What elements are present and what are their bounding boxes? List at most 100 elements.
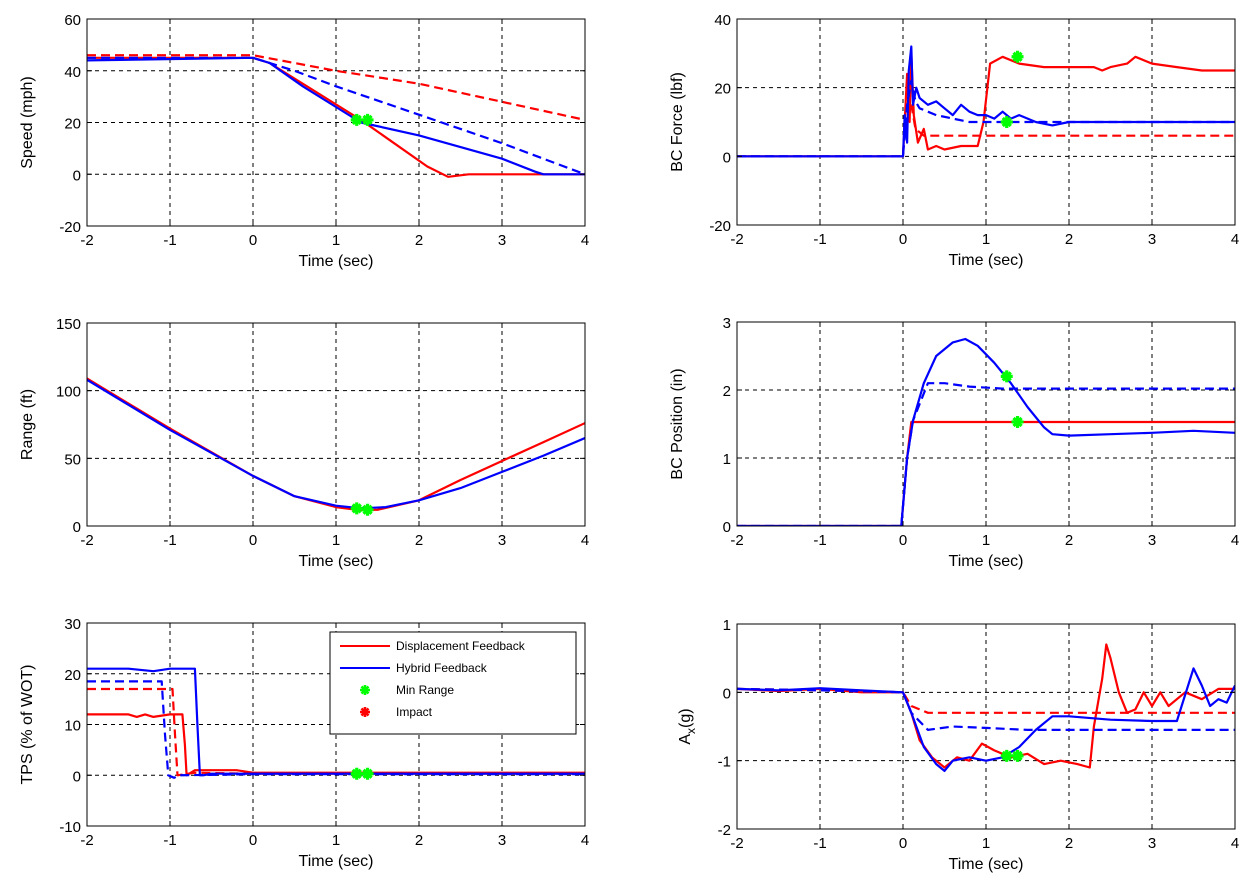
series-line-4	[737, 79, 1235, 158]
x-axis-label: Time (sec)	[949, 252, 1024, 269]
y-tick-label: -20	[709, 218, 731, 235]
min-range-marker	[361, 503, 374, 516]
x-axis-label: Time (sec)	[299, 253, 374, 270]
min-range-marker	[1011, 50, 1024, 63]
x-axis-label: Time (sec)	[299, 853, 374, 870]
x-tick-label: -1	[813, 835, 826, 852]
y-tick-label: 10	[64, 718, 81, 735]
y-axis-label: BC Force (lbf)	[669, 72, 686, 172]
marker-star	[350, 113, 363, 126]
series-line-2	[87, 378, 585, 510]
legend-entry: Displacement Feedback	[340, 639, 526, 653]
y-axis-label-unit: (g)	[677, 708, 694, 728]
legend: Displacement Feedback Hybrid Feedback Min …	[329, 631, 577, 735]
y-tick-label: -10	[59, 819, 81, 836]
x-tick-label: 4	[1231, 835, 1239, 852]
series-group	[737, 337, 1235, 526]
marker-star	[361, 113, 374, 126]
y-tick-label: 30	[64, 616, 81, 633]
min-range-marker	[1000, 749, 1013, 762]
y-axis-label: Speed (mph)	[19, 76, 36, 169]
plot-area	[737, 624, 1235, 829]
chart-range: -2 -1 0 1 2 3 4 0 50 100 150 Time (sec) Range (ft)	[19, 316, 589, 570]
marker-star	[350, 767, 363, 780]
x-tick-label: 1	[332, 232, 340, 249]
legend-label: Hybrid Feedback	[396, 661, 488, 675]
legend-box	[329, 631, 577, 735]
y-tick-label: 0	[723, 685, 731, 702]
x-axis-label: Time (sec)	[949, 553, 1024, 570]
legend-entry: Min Range	[360, 683, 454, 697]
y-tick-label: 40	[714, 12, 731, 29]
chart-bc_force: -2 -1 0 1 2 3 4 -20 0 20 40 Time (sec) BC Force (lbf…	[669, 12, 1239, 269]
x-tick-label: -1	[163, 532, 176, 549]
x-tick-label: 4	[1231, 532, 1239, 549]
x-tick-label: 2	[415, 832, 423, 849]
x-tick-label: -2	[80, 232, 93, 249]
legend-marker-swatch	[360, 707, 370, 717]
y-tick-label: 100	[56, 384, 81, 401]
x-tick-label: 4	[581, 532, 589, 549]
marker-star	[1000, 116, 1013, 128]
marker-star	[1011, 50, 1024, 63]
x-tick-label: 4	[581, 232, 589, 249]
min-range-marker	[361, 113, 374, 126]
series-group	[87, 667, 585, 780]
y-tick-label: 0	[723, 149, 731, 166]
y-tick-label: 20	[714, 81, 731, 98]
legend-marker-swatch	[360, 685, 370, 695]
x-tick-label: 3	[498, 532, 506, 549]
x-tick-label: 4	[581, 832, 589, 849]
series-line-4	[87, 680, 585, 779]
y-axis-label: Range (ft)	[19, 389, 36, 460]
x-tick-label: 2	[1065, 231, 1073, 248]
series-line-3	[737, 45, 1235, 158]
plot-area	[737, 322, 1235, 526]
min-range-marker	[361, 767, 374, 780]
y-tick-label: -20	[59, 219, 81, 236]
y-tick-label: 150	[56, 316, 81, 333]
x-tick-label: 0	[899, 231, 907, 248]
x-tick-label: 1	[982, 532, 990, 549]
y-tick-label: 20	[64, 667, 81, 684]
legend-entry: Hybrid Feedback	[340, 661, 488, 675]
min-range-marker	[1011, 749, 1024, 762]
x-tick-label: -2	[730, 231, 743, 248]
chart-ax: -2 -1 0 1 2 3 4 -2 -1 0 1 Time (sec) Ax(g)	[677, 617, 1239, 873]
min-range-marker	[1011, 415, 1024, 428]
min-range-marker	[350, 502, 363, 515]
marker-star	[1000, 749, 1013, 762]
x-tick-label: 3	[1148, 231, 1156, 248]
series-line-4	[737, 687, 1235, 731]
marker-star	[361, 767, 374, 780]
x-tick-label: -1	[163, 832, 176, 849]
y-tick-label: 40	[64, 64, 81, 81]
y-tick-label: 0	[723, 519, 731, 536]
y-tick-label: 0	[73, 167, 81, 184]
x-tick-label: 0	[249, 532, 257, 549]
x-tick-label: -2	[80, 532, 93, 549]
legend-label: Displacement Feedback	[396, 639, 526, 653]
chart-bc_position: -2 -1 0 1 2 3 4 0 1 2 3 Time (sec) BC Position (in)	[669, 315, 1239, 570]
y-axis-label-sub: x	[684, 728, 698, 734]
y-tick-label: -1	[718, 754, 731, 771]
series-line-2	[737, 687, 1235, 714]
series-line-4	[87, 56, 585, 176]
x-tick-label: 3	[498, 832, 506, 849]
series-line-3	[737, 382, 1235, 526]
x-tick-label: 2	[1065, 835, 1073, 852]
marker-star	[1011, 749, 1024, 762]
x-axis-label: Time (sec)	[949, 856, 1024, 873]
y-tick-label: 1	[723, 617, 731, 634]
y-axis-label: TPS (% of WOT)	[19, 665, 36, 785]
x-tick-label: -1	[163, 232, 176, 249]
legend-label: Impact	[396, 705, 433, 719]
x-tick-label: 4	[1231, 231, 1239, 248]
y-tick-label: 3	[723, 315, 731, 332]
y-tick-label: 20	[64, 116, 81, 133]
min-range-marker	[350, 767, 363, 780]
x-tick-label: 0	[249, 232, 257, 249]
marker-star	[1011, 415, 1024, 428]
y-axis-label: BC Position (in)	[669, 368, 686, 479]
